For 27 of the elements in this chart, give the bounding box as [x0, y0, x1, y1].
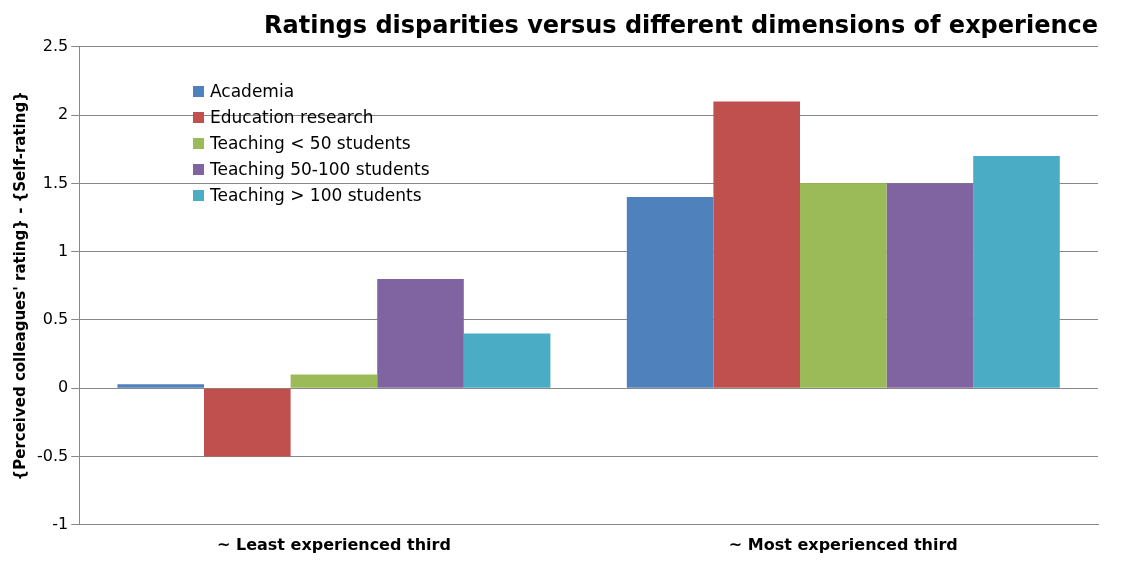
bar — [800, 183, 887, 388]
bar — [713, 101, 801, 388]
legend-label: Teaching > 100 students — [210, 184, 422, 207]
bar — [463, 333, 551, 388]
legend-label: Academia — [210, 80, 295, 103]
bar — [886, 183, 974, 388]
legend-label: Education research — [210, 106, 374, 129]
y-tick-label: -1 — [52, 513, 69, 533]
y-tick-label: 1.5 — [42, 172, 69, 192]
chart-title: Ratings disparities versus different dimensions of experience — [264, 10, 1098, 39]
legend-label: Teaching < 50 students — [210, 132, 411, 155]
x-tick-label: ~ Least experienced third — [216, 534, 451, 554]
y-tick-label: 1 — [58, 240, 69, 260]
legend-label: Teaching 50-100 students — [210, 158, 430, 181]
y-tick-label: 0.5 — [42, 309, 69, 329]
y-tick-label: 2 — [58, 104, 69, 124]
bar — [117, 384, 205, 388]
bar — [377, 278, 464, 388]
x-tick-label: ~ Most experienced third — [728, 534, 958, 554]
bar — [290, 374, 378, 388]
y-axis-title: {Perceived colleagues' rating} - {Self-rating} — [10, 91, 29, 481]
bar — [204, 388, 291, 457]
bar — [626, 197, 714, 388]
y-tick-label: 0 — [58, 377, 69, 397]
bar — [973, 156, 1060, 388]
y-tick-label: -0.5 — [37, 445, 69, 465]
y-tick-label: 2.5 — [42, 35, 69, 55]
